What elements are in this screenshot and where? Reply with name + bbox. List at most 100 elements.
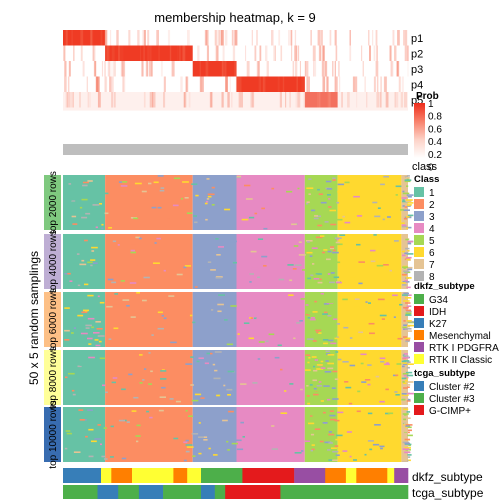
membership-speckle	[304, 61, 306, 77]
heatmap-noise	[333, 276, 340, 279]
heatmap-noise	[406, 366, 410, 369]
heatmap-noise	[310, 415, 313, 417]
heatmap-noise	[211, 204, 215, 206]
membership-speckle	[86, 76, 88, 92]
heatmap-noise	[141, 190, 147, 193]
heatmap-noise	[202, 265, 208, 268]
heatmap-noise	[405, 325, 410, 328]
heatmap-noise	[337, 261, 341, 264]
heatmap-noise	[80, 332, 88, 335]
heatmap-noise	[236, 175, 242, 178]
heatmap-noise	[367, 383, 371, 386]
heatmap-noise	[309, 255, 313, 257]
membership-speckle	[109, 61, 112, 77]
heatmap-noise	[402, 294, 409, 296]
membership-speckle	[338, 61, 340, 77]
membership-speckle	[232, 45, 236, 61]
heatmap-noise	[185, 363, 193, 365]
heatmap-noise	[347, 438, 350, 440]
heatmap-noise	[206, 352, 212, 355]
heatmap-noise	[157, 320, 160, 322]
heatmap-noise	[309, 384, 313, 386]
heatmap-noise	[64, 329, 70, 332]
heatmap-noise	[87, 261, 93, 264]
heatmap-noise	[90, 259, 96, 261]
heatmap-noise	[245, 198, 253, 200]
heatmap-block-class-1	[63, 407, 106, 462]
heatmap-block-class-6	[337, 234, 402, 289]
heatmap-noise	[310, 273, 317, 275]
heatmap-block-class-2	[105, 407, 193, 462]
heatmap-noise	[407, 214, 414, 217]
heatmap-noise	[66, 432, 72, 435]
dkfz-legend-swatch	[414, 342, 424, 352]
heatmap-noise	[330, 246, 335, 248]
membership-speckle	[332, 61, 334, 77]
membership-heatmap	[63, 30, 409, 111]
heatmap-noise	[404, 438, 410, 441]
membership-speckle	[224, 30, 228, 46]
membership-speckle	[397, 61, 399, 77]
heatmap-noise	[68, 372, 75, 375]
membership-speckle	[323, 76, 325, 92]
membership-speckle	[326, 76, 328, 92]
heatmap-noise	[337, 243, 343, 246]
heatmap-noise	[329, 418, 337, 421]
heatmap-noise	[401, 176, 406, 179]
heatmap-noise	[374, 215, 381, 218]
heatmap-noise	[319, 278, 322, 281]
membership-speckle	[104, 61, 106, 77]
heatmap-noise	[111, 281, 117, 284]
heatmap-noise	[349, 364, 356, 367]
membership-speckle	[349, 30, 351, 46]
membership-speckle	[206, 30, 209, 46]
heatmap-noise	[130, 249, 135, 252]
membership-speckle	[234, 61, 236, 77]
heatmap-noise	[353, 459, 357, 461]
row-group-label-2: top 6000 rows	[48, 288, 59, 351]
heatmap-noise	[293, 337, 296, 340]
heatmap-noise	[405, 277, 412, 279]
heatmap-noise	[212, 363, 216, 366]
membership-speckle	[251, 30, 253, 46]
heatmap-noise	[404, 179, 412, 181]
heatmap-noise	[160, 378, 167, 380]
heatmap-noise	[284, 390, 287, 392]
heatmap-noise	[306, 251, 313, 254]
heatmap-noise	[71, 215, 77, 218]
heatmap-noise	[401, 250, 406, 253]
heatmap-noise	[157, 175, 164, 177]
heatmap-noise	[186, 446, 194, 448]
membership-speckle	[322, 76, 325, 92]
heatmap-noise	[342, 450, 348, 452]
heatmap-noise	[236, 176, 241, 179]
heatmap-noise	[72, 223, 78, 225]
heatmap-noise	[90, 264, 93, 267]
heatmap-noise	[337, 218, 343, 221]
class-bar	[63, 144, 408, 155]
heatmap-noise	[403, 387, 408, 389]
heatmap-noise	[184, 265, 191, 267]
heatmap-noise	[289, 383, 294, 385]
heatmap-noise	[195, 194, 199, 197]
heatmap-noise	[128, 373, 133, 376]
heatmap-block-class-2	[105, 292, 193, 347]
heatmap-noise	[184, 197, 189, 199]
heatmap-noise	[207, 195, 212, 198]
membership-speckle	[82, 61, 85, 77]
heatmap-noise	[367, 364, 372, 366]
heatmap-noise	[108, 227, 112, 229]
heatmap-noise	[344, 381, 349, 383]
membership-speckle	[225, 76, 229, 92]
heatmap-noise	[401, 459, 408, 462]
membership-speckle	[285, 92, 287, 108]
heatmap-block-class-3	[192, 234, 237, 289]
heatmap-noise	[269, 369, 273, 372]
heatmap-noise	[156, 237, 161, 240]
heatmap-noise	[312, 340, 317, 342]
membership-label-p4: p4	[411, 80, 423, 92]
heatmap-noise	[312, 263, 315, 265]
membership-speckle	[205, 61, 208, 77]
membership-speckle	[259, 45, 262, 61]
heatmap-noise	[157, 206, 162, 209]
